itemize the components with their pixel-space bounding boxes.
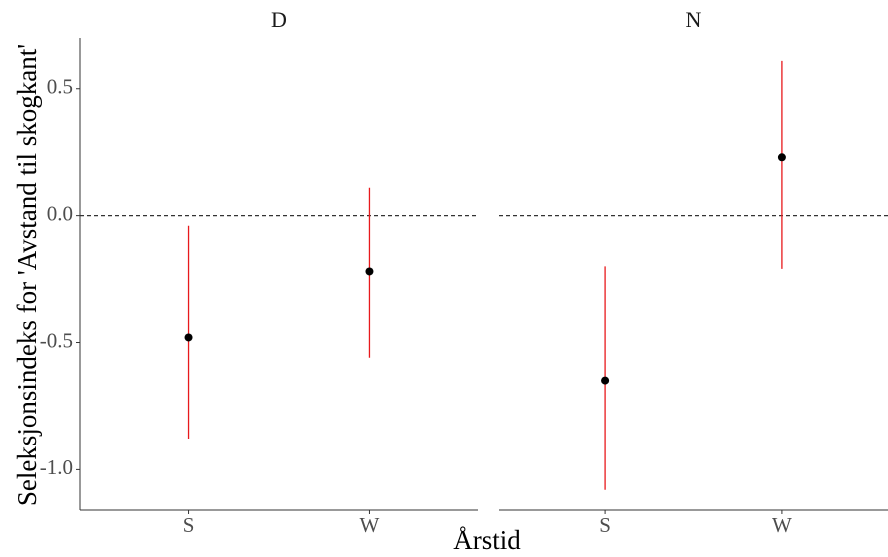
facet-title: N: [686, 7, 702, 32]
y-axis-label: Seleksjonsindeks for 'Avstand til skogka…: [12, 44, 42, 506]
y-tick-label: -1.0: [40, 455, 73, 479]
x-tick-label: S: [599, 513, 611, 537]
x-tick-label: W: [772, 513, 792, 537]
y-tick-label: 0.5: [47, 75, 73, 99]
point: [601, 376, 610, 385]
point: [777, 153, 786, 162]
y-tick-label: -0.5: [40, 328, 73, 352]
x-axis-label: Årstid: [453, 525, 521, 555]
x-tick-label: W: [360, 513, 380, 537]
x-tick-label: S: [183, 513, 195, 537]
facet-title: D: [271, 7, 287, 32]
point: [365, 267, 374, 276]
y-tick-label: 0.0: [47, 201, 73, 225]
point: [184, 333, 193, 342]
